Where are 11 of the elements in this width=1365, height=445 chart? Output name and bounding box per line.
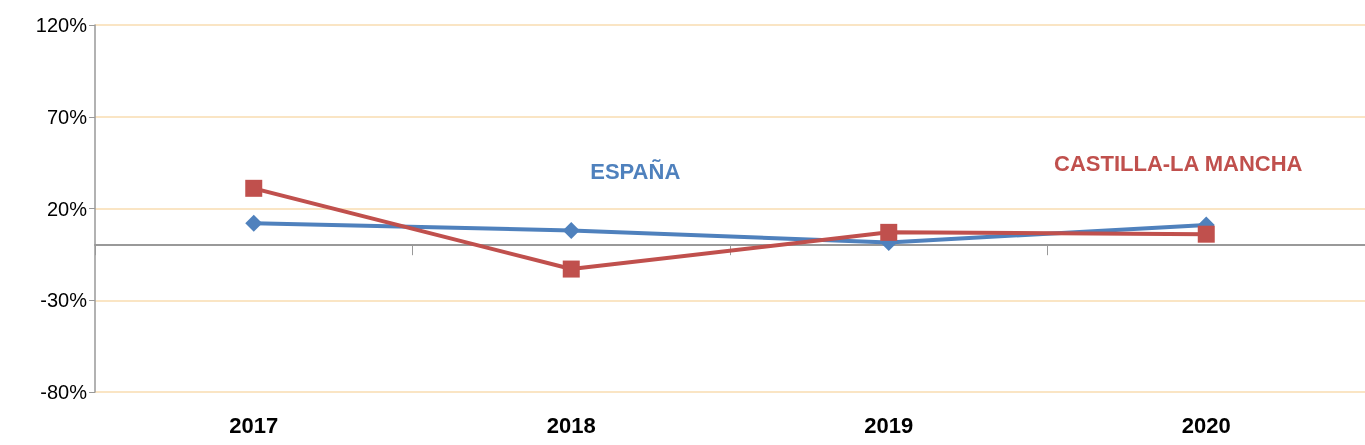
y-tick-label: -30%: [40, 289, 88, 312]
y-tick-label: 70%: [46, 105, 88, 128]
y-tick-label: 20%: [46, 197, 88, 220]
y-tick-label: -80%: [40, 381, 88, 403]
x-tick-label: 2019: [864, 412, 914, 438]
text: CASTILLA-LA MANCHA: [1054, 150, 1303, 176]
x-tick-label: 2017: [229, 412, 279, 438]
x-tick-label: 2018: [546, 412, 596, 438]
x-tick-label: 2020: [1181, 412, 1231, 438]
series-label: ESPAÑA: [590, 159, 681, 185]
y-tick-label: 120%: [35, 14, 88, 36]
